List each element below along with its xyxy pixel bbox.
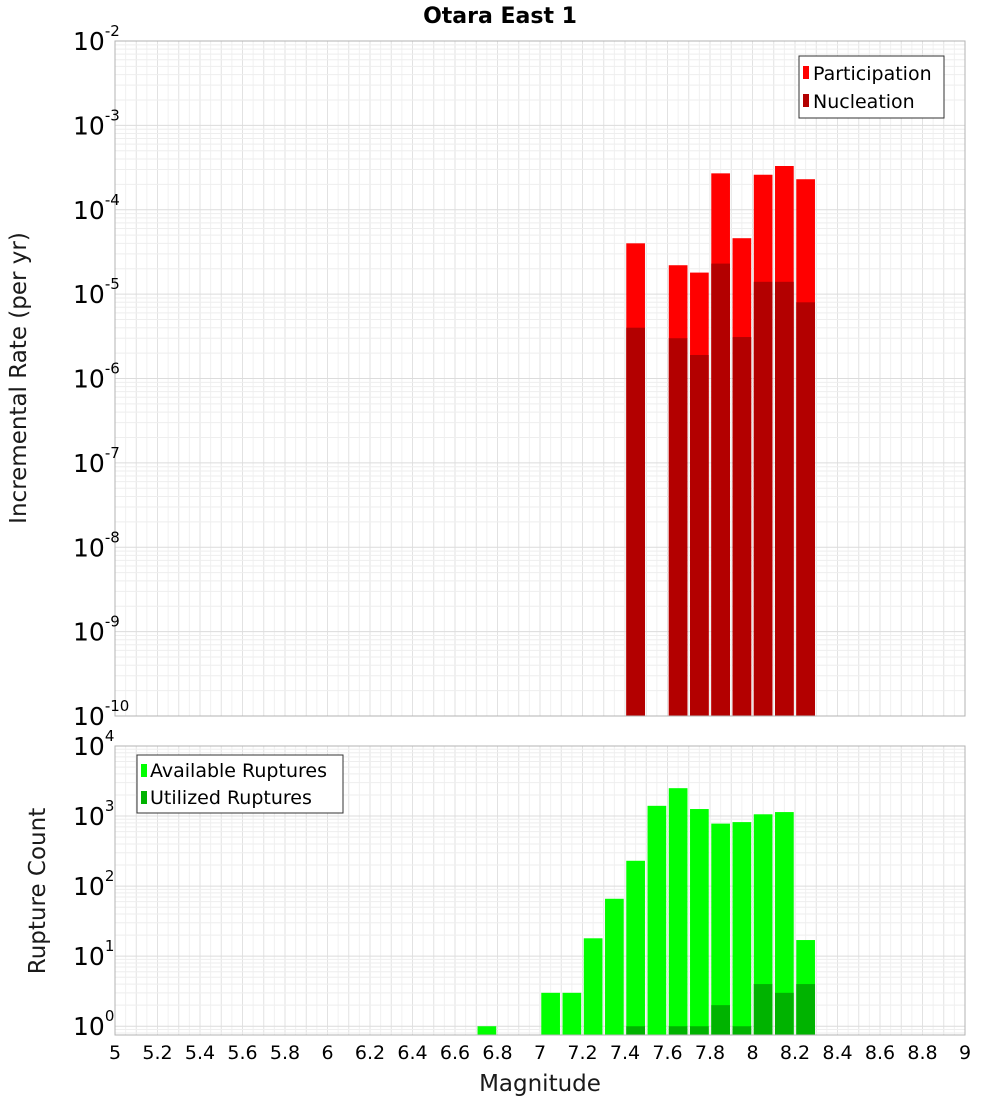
magnitude-tick-label: 8: [746, 1042, 758, 1064]
count-y-tick-label: 101: [73, 937, 114, 971]
available-ruptures-bar: [583, 938, 603, 1035]
count-y-axis-label: Rupture Count: [25, 808, 51, 974]
count-y-tick-label: 102: [73, 867, 114, 901]
utilized-ruptures-bar: [711, 1005, 730, 1035]
rate-y-tick-label: 10-5: [73, 275, 120, 309]
magnitude-tick-label: 6.2: [355, 1042, 385, 1064]
magnitude-tick-label: 7.6: [652, 1042, 682, 1064]
count-bars: [477, 788, 815, 1035]
nucleation-bar: [711, 263, 730, 716]
nucleation-swatch: [803, 94, 809, 107]
available-ruptures-bar: [541, 992, 560, 1035]
rate-grid: [114, 40, 966, 717]
utilized-ruptures-bar: [690, 1026, 709, 1035]
magnitude-tick-label: 5: [109, 1042, 121, 1064]
utilized-ruptures-bar: [732, 1026, 752, 1035]
available-ruptures-bar: [711, 823, 730, 1035]
nucleation-bar: [753, 281, 773, 716]
rate-y-axis-label: Incremental Rate (per yr): [6, 232, 32, 524]
rate-y-tick-label: 10-4: [73, 191, 120, 225]
rate-y-tick-label: 10-3: [73, 106, 120, 140]
rate-bars: [626, 166, 815, 717]
available-ruptures-legend-label: Available Ruptures: [150, 760, 327, 782]
available-ruptures-bar: [668, 788, 688, 1035]
count-y-tick-label: 100: [73, 1007, 114, 1041]
rate-y-tick-label: 10-7: [73, 444, 120, 478]
magnitude-tick-label: 7.4: [610, 1042, 640, 1064]
available-ruptures-bar: [647, 805, 667, 1035]
rate-legend-box: [798, 55, 945, 119]
nucleation-legend-label: Nucleation: [813, 91, 915, 113]
rate-y-tick-label: 10-10: [73, 697, 129, 731]
available-ruptures-bar: [690, 809, 709, 1035]
nucleation-bar: [796, 302, 815, 716]
participation-legend-label: Participation: [813, 63, 932, 85]
rate-panel: 10-10 10-9 10-8 10-7 10-6 10-5 10-4 10-3 10-2 In…: [6, 22, 966, 731]
available-ruptures-bar: [562, 992, 582, 1035]
rate-y-tick-label: 10-8: [73, 528, 120, 562]
magnitude-tick-label: 6.4: [397, 1042, 427, 1064]
count-y-ticks: 100 101 102 103 104: [73, 727, 114, 1041]
available-ruptures-bar: [753, 814, 773, 1035]
rate-plot-frame: [114, 40, 966, 717]
count-plot-frame: [114, 745, 966, 1036]
magnitude-tick-label: 6.6: [440, 1042, 470, 1064]
utilized-ruptures-bar: [668, 1026, 688, 1035]
utilized-ruptures-legend-label: Utilized Ruptures: [150, 787, 312, 809]
count-y-tick-label: 104: [73, 727, 114, 761]
magnitude-tick-label: 7.2: [567, 1042, 597, 1064]
available-ruptures-bar: [605, 898, 624, 1035]
utilized-ruptures-bar: [753, 984, 773, 1035]
magnitude-tick-label: 5.8: [270, 1042, 300, 1064]
rate-y-ticks: 10-10 10-9 10-8 10-7 10-6 10-5 10-4 10-3 10-2: [73, 22, 129, 731]
count-panel: 100 101 102 103 104 5 5.2 5.4 5.6 5.8 6 6.2 6.4 6.6 6…: [25, 727, 971, 1097]
magnitude-tick-label: 5.6: [227, 1042, 257, 1064]
magnitude-axis-label: Magnitude: [479, 1071, 601, 1097]
count-y-tick-label: 103: [73, 797, 114, 831]
count-legend-box: [136, 754, 344, 814]
nucleation-bar: [690, 354, 709, 716]
nucleation-bar: [775, 281, 794, 716]
magnitude-tick-label: 8.8: [907, 1042, 937, 1064]
available-ruptures-bar: [626, 860, 645, 1035]
magnitude-tick-label: 7.8: [695, 1042, 725, 1064]
available-ruptures-bar: [732, 822, 752, 1035]
magnitude-tick-label: 7: [534, 1042, 546, 1064]
count-legend: Available Ruptures Utilized Ruptures: [136, 754, 344, 814]
nucleation-bar: [668, 338, 688, 716]
utilized-ruptures-bar: [775, 992, 794, 1035]
count-grid: [114, 745, 966, 1035]
magnitude-tick-label: 5.2: [142, 1042, 172, 1064]
magnitude-tick-label: 8.6: [865, 1042, 895, 1064]
rate-y-tick-label: 10-6: [73, 360, 120, 394]
rate-legend: Participation Nucleation: [798, 55, 945, 119]
magnitude-tick-label: 5.4: [185, 1042, 215, 1064]
magnitude-tick-label: 6.8: [482, 1042, 512, 1064]
magnitude-tick-label: 8.4: [822, 1042, 852, 1064]
rate-y-tick-label: 10-2: [73, 22, 120, 56]
utilized-ruptures-bar: [626, 1026, 645, 1035]
rate-y-tick-label: 10-9: [73, 613, 120, 647]
utilized-ruptures-bar: [796, 984, 815, 1035]
nucleation-bar: [732, 337, 752, 716]
utilized-ruptures-swatch: [141, 791, 147, 804]
nucleation-bar: [626, 327, 645, 716]
magnitude-tick-label: 6: [321, 1042, 333, 1064]
participation-swatch: [803, 66, 809, 79]
available-ruptures-swatch: [141, 764, 147, 777]
available-ruptures-bar: [477, 1026, 497, 1035]
magnitude-tick-label: 8.2: [780, 1042, 810, 1064]
chart-title: Otara East 1: [423, 4, 577, 29]
magnitude-x-ticks: 5 5.2 5.4 5.6 5.8 6 6.2 6.4 6.6 6.8 7 7.2 7.4 7.6 7.8 8…: [109, 1042, 971, 1064]
magnitude-tick-label: 9: [959, 1042, 971, 1064]
available-ruptures-bar: [775, 812, 794, 1035]
